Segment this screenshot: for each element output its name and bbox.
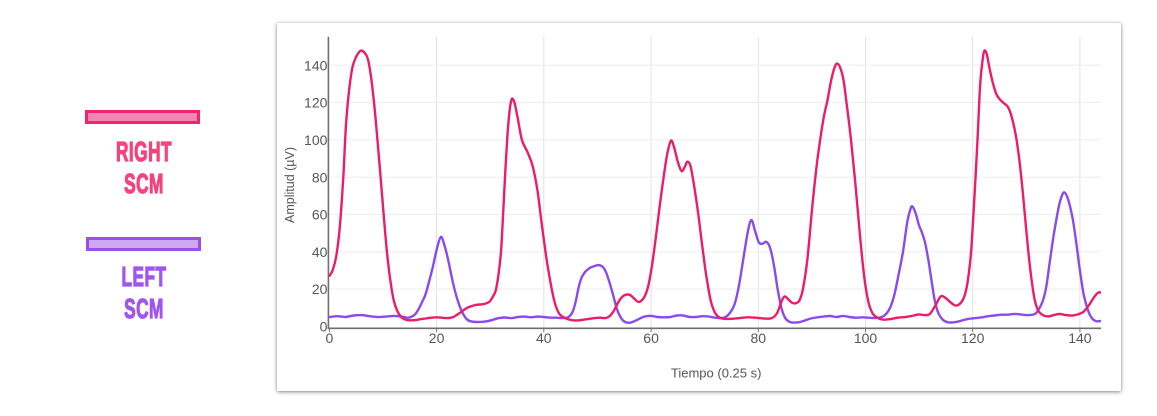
svg-text:20: 20: [429, 330, 445, 346]
svg-text:Tiempo (0.25 s): Tiempo (0.25 s): [671, 366, 762, 381]
svg-text:100: 100: [854, 330, 878, 346]
svg-text:140: 140: [1068, 330, 1092, 346]
svg-text:40: 40: [536, 330, 552, 346]
svg-text:80: 80: [751, 330, 767, 346]
svg-text:100: 100: [304, 132, 328, 148]
svg-text:120: 120: [961, 330, 985, 346]
svg-text:140: 140: [304, 57, 328, 73]
svg-text:60: 60: [312, 207, 328, 223]
svg-text:120: 120: [304, 95, 328, 111]
svg-text:40: 40: [312, 244, 328, 260]
svg-text:60: 60: [643, 330, 659, 346]
svg-text:0: 0: [320, 319, 328, 335]
svg-text:20: 20: [312, 281, 328, 297]
svg-text:80: 80: [312, 169, 328, 185]
svg-text:0: 0: [326, 330, 334, 346]
svg-text:Amplitud (µV): Amplitud (µV): [283, 147, 297, 223]
